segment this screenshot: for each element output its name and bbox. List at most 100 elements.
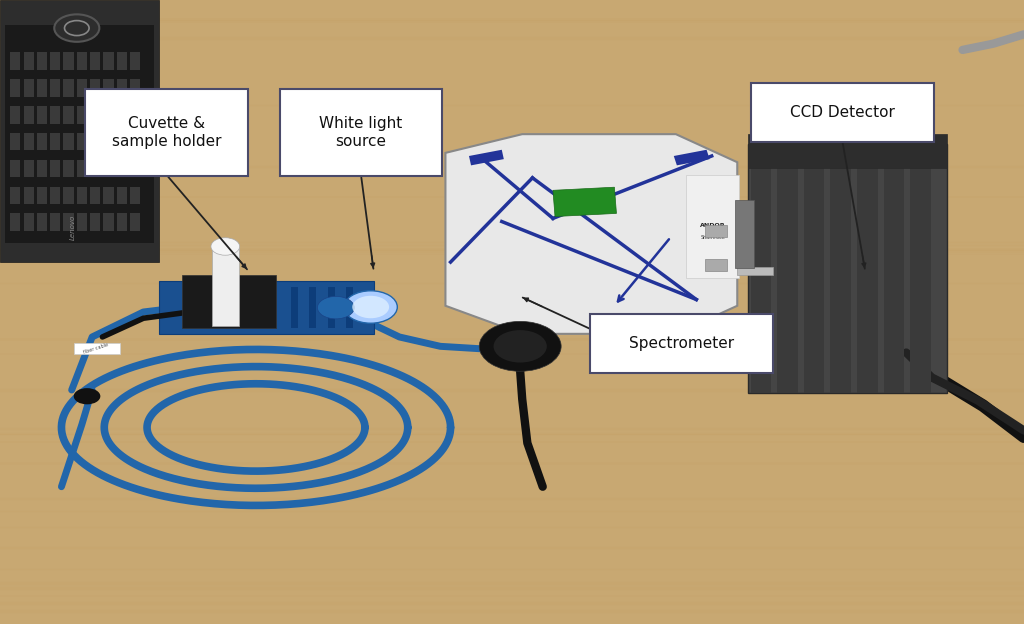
Bar — [103, 79, 114, 97]
Bar — [37, 79, 47, 97]
Circle shape — [352, 296, 389, 318]
Bar — [309, 287, 316, 328]
FancyBboxPatch shape — [590, 314, 773, 373]
Bar — [117, 79, 127, 97]
Bar — [686, 175, 739, 278]
Bar — [50, 79, 60, 97]
Bar — [37, 213, 47, 231]
Text: Cuvette &
sample holder: Cuvette & sample holder — [112, 117, 221, 149]
Bar — [117, 160, 127, 177]
Bar — [748, 144, 947, 393]
Bar — [103, 133, 114, 150]
Text: White light
source: White light source — [319, 117, 402, 149]
Bar — [10, 187, 20, 204]
Bar — [705, 225, 727, 237]
Bar — [130, 106, 140, 124]
Bar — [355, 287, 362, 328]
Bar — [130, 79, 140, 97]
Bar — [282, 287, 289, 328]
Bar — [63, 160, 74, 177]
Circle shape — [211, 238, 240, 255]
Bar — [5, 25, 154, 243]
Bar — [130, 160, 140, 177]
Bar — [63, 52, 74, 70]
Bar — [291, 287, 298, 328]
Bar — [117, 213, 127, 231]
Bar — [37, 106, 47, 124]
Polygon shape — [469, 150, 504, 165]
Bar — [63, 213, 74, 231]
Bar — [24, 106, 34, 124]
Bar — [37, 187, 47, 204]
Bar — [77, 133, 87, 150]
Bar — [737, 267, 773, 275]
FancyBboxPatch shape — [85, 89, 248, 176]
Circle shape — [494, 330, 547, 363]
Bar — [24, 213, 34, 231]
Bar — [74, 343, 120, 354]
Bar — [50, 133, 60, 150]
Bar — [90, 133, 100, 150]
Bar — [50, 213, 60, 231]
Bar — [37, 52, 47, 70]
Bar — [182, 275, 276, 328]
Bar — [63, 187, 74, 204]
Bar — [212, 248, 239, 326]
Bar — [0, 0, 159, 262]
Bar — [705, 259, 727, 271]
Bar — [130, 133, 140, 150]
Bar — [103, 160, 114, 177]
Circle shape — [479, 321, 561, 371]
Bar — [24, 79, 34, 97]
Bar — [90, 52, 100, 70]
Circle shape — [344, 291, 397, 323]
Bar — [103, 213, 114, 231]
Bar — [90, 187, 100, 204]
Bar — [117, 133, 127, 150]
Bar — [117, 52, 127, 70]
Bar — [77, 106, 87, 124]
Bar — [24, 160, 34, 177]
Bar — [830, 144, 851, 393]
Bar — [857, 144, 878, 393]
Bar — [77, 52, 87, 70]
Text: Shamrock: Shamrock — [700, 235, 725, 240]
Bar — [346, 287, 353, 328]
Bar — [318, 287, 326, 328]
Bar — [37, 133, 47, 150]
Text: ANDOR: ANDOR — [699, 223, 726, 228]
Bar — [24, 187, 34, 204]
Bar — [884, 144, 904, 393]
Bar — [103, 52, 114, 70]
Bar — [777, 144, 798, 393]
Bar — [130, 187, 140, 204]
Bar — [10, 79, 20, 97]
Bar — [24, 52, 34, 70]
Bar — [130, 213, 140, 231]
FancyBboxPatch shape — [280, 89, 442, 176]
Text: CCD Detector: CCD Detector — [790, 105, 895, 120]
Bar — [130, 52, 140, 70]
Bar — [50, 187, 60, 204]
Polygon shape — [674, 150, 710, 165]
Bar — [77, 187, 87, 204]
Bar — [90, 213, 100, 231]
Bar — [50, 106, 60, 124]
Bar — [103, 106, 114, 124]
Text: Spectrometer: Spectrometer — [629, 336, 734, 351]
Bar — [77, 213, 87, 231]
Bar — [10, 52, 20, 70]
Bar — [90, 160, 100, 177]
Bar — [50, 52, 60, 70]
Bar — [103, 187, 114, 204]
Bar — [804, 144, 824, 393]
Bar — [328, 287, 335, 328]
Bar — [751, 144, 771, 393]
Bar — [117, 187, 127, 204]
FancyBboxPatch shape — [751, 83, 934, 142]
Polygon shape — [445, 134, 737, 334]
Text: Lenovo: Lenovo — [70, 215, 76, 240]
Bar — [90, 106, 100, 124]
Bar — [77, 160, 87, 177]
Bar — [159, 281, 374, 334]
